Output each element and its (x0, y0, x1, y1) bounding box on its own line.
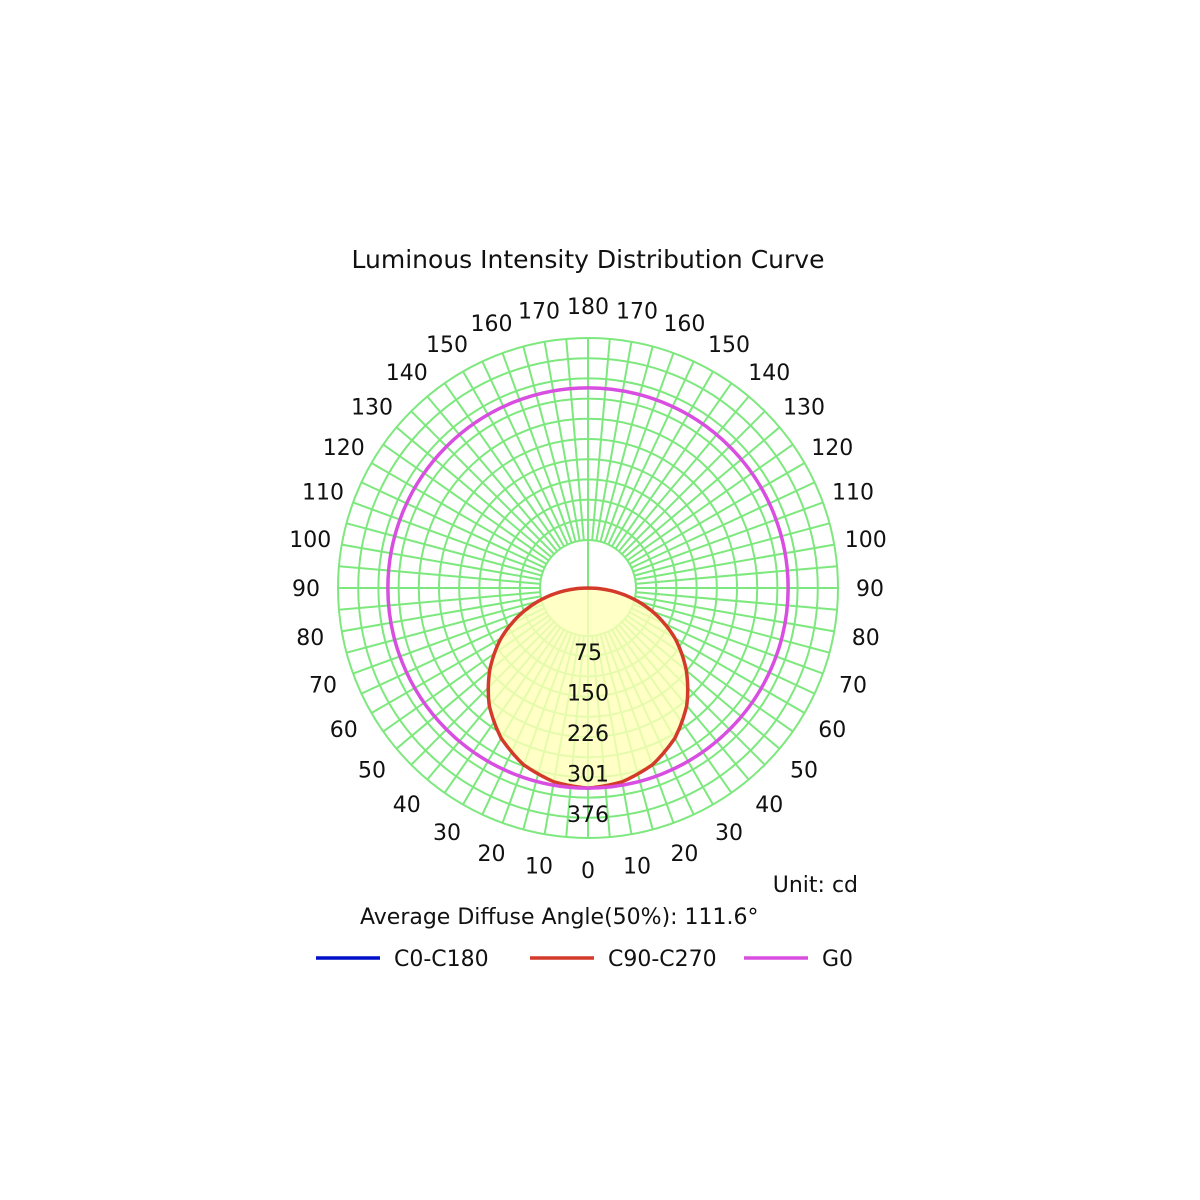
series-c90-c270-fill (488, 588, 688, 789)
radial-label: 376 (567, 803, 609, 828)
angle-label-100: 100 (845, 528, 887, 553)
angle-label-70: 70 (309, 673, 337, 698)
grid-spoke (635, 595, 835, 633)
radial-label: 226 (567, 722, 609, 747)
angle-label-70: 70 (839, 673, 867, 698)
grid-spoke (614, 382, 733, 550)
legend-label: C90-C270 (608, 947, 717, 972)
grid-spoke (341, 543, 541, 581)
angle-label-10: 10 (525, 855, 553, 880)
angle-label-140: 140 (748, 361, 790, 386)
grid-spoke (338, 565, 541, 585)
grid-spoke (634, 522, 830, 577)
grid-spoke (410, 410, 555, 555)
radial-label: 75 (574, 641, 602, 666)
grid-spoke (462, 370, 565, 547)
angle-label-40: 40 (393, 793, 421, 818)
grid-spoke (522, 346, 577, 542)
grid-spoke (634, 599, 830, 654)
angle-label-50: 50 (790, 758, 818, 783)
angle-label-130: 130 (351, 396, 393, 421)
grid-spoke (352, 501, 544, 573)
grid-spoke (591, 338, 611, 541)
grid-spoke (338, 591, 541, 611)
angle-label-150: 150 (426, 333, 468, 358)
angle-label-180: 180 (567, 295, 609, 320)
angle-label-110: 110 (832, 481, 874, 506)
grid-spoke (624, 426, 781, 558)
grid-spoke (443, 382, 562, 550)
angle-label-60: 60 (330, 718, 358, 743)
chart-title: Luminous Intensity Distribution Curve (352, 245, 825, 274)
grid-spoke (607, 361, 695, 545)
angle-label-0: 0 (581, 859, 595, 884)
grid-spoke (382, 443, 550, 562)
grid-spoke (346, 522, 542, 577)
angle-labels: 0 101020203030404050506060707080809090100… (289, 295, 886, 884)
angle-label-20: 20 (478, 842, 506, 867)
radial-label: 301 (567, 762, 609, 787)
angle-label-120: 120 (323, 436, 365, 461)
grid-spoke (599, 346, 654, 542)
grid-spoke (629, 462, 806, 565)
grid-spoke (635, 543, 835, 581)
angle-label-80: 80 (852, 626, 880, 651)
grid-spoke (632, 603, 824, 675)
angle-label-110: 110 (302, 481, 344, 506)
grid-spoke (635, 591, 838, 611)
grid-spoke (603, 352, 675, 544)
legend-label: G0 (822, 947, 853, 972)
angle-label-160: 160 (663, 312, 705, 337)
grid-spoke (361, 481, 545, 569)
grid-spoke (611, 370, 714, 547)
grid-spoke (621, 410, 766, 555)
grid-spoke (481, 361, 569, 545)
intensity-curves (386, 386, 790, 790)
grid-spoke (626, 443, 794, 562)
angle-label-40: 40 (755, 793, 783, 818)
angle-label-170: 170 (616, 299, 658, 324)
angle-label-160: 160 (471, 312, 513, 337)
legend-label: C0-C180 (394, 947, 489, 972)
grid-spoke (565, 338, 585, 541)
grid-spoke (543, 341, 581, 541)
grid-spoke (618, 395, 750, 552)
grid-spoke (370, 462, 547, 565)
grid-spoke (595, 341, 633, 541)
angle-label-30: 30 (715, 821, 743, 846)
radial-label: 150 (567, 682, 609, 707)
angle-label-130: 130 (783, 396, 825, 421)
grid-spoke (352, 603, 544, 675)
grid-spoke (632, 501, 824, 573)
angle-label-150: 150 (708, 333, 750, 358)
angle-label-90: 90 (856, 577, 884, 602)
grid-spoke (635, 565, 838, 585)
angle-label-10: 10 (623, 855, 651, 880)
angle-label-90: 90 (292, 577, 320, 602)
grid-spoke (631, 481, 815, 569)
angle-label-120: 120 (811, 436, 853, 461)
grid-spoke (341, 595, 541, 633)
angle-label-80: 80 (296, 626, 324, 651)
angle-label-30: 30 (433, 821, 461, 846)
diffuse-angle-label: Average Diffuse Angle(50%): 111.6° (360, 905, 759, 930)
radial-labels: 75 150 226 301 376 (567, 641, 609, 828)
grid-spoke (426, 395, 558, 552)
series-g0-curve (386, 386, 790, 790)
grid-spoke (501, 352, 573, 544)
grid-spoke (395, 426, 552, 558)
angle-label-20: 20 (670, 842, 698, 867)
unit-label: Unit: cd (773, 873, 858, 898)
angle-label-60: 60 (818, 718, 846, 743)
grid-spoke (346, 599, 542, 654)
angle-label-140: 140 (386, 361, 428, 386)
angle-label-170: 170 (518, 299, 560, 324)
angle-label-50: 50 (358, 758, 386, 783)
legend: C0-C180 C90-C270 G0 (316, 947, 853, 972)
angle-label-100: 100 (289, 528, 331, 553)
